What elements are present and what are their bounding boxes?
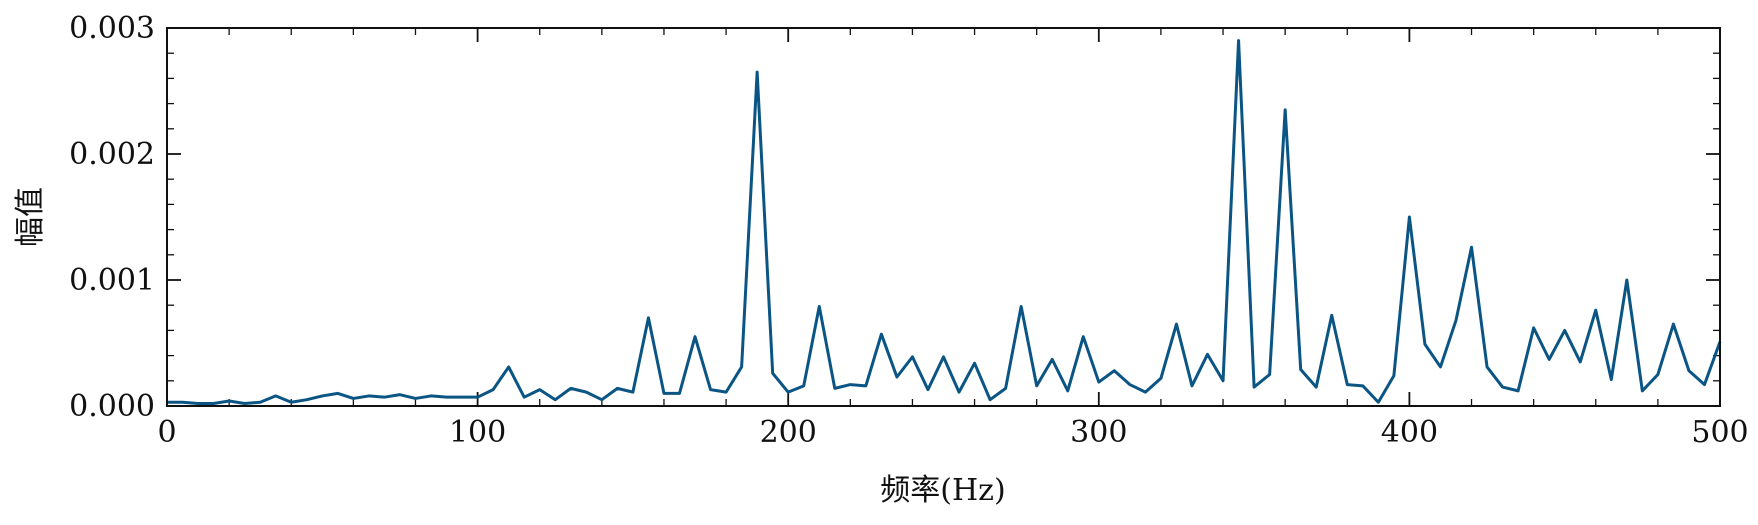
x-tick-label: 0 <box>157 415 176 450</box>
x-tick-label: 300 <box>1070 415 1127 450</box>
x-tick-label: 200 <box>760 415 817 450</box>
y-tick-label: 0.002 <box>69 137 155 172</box>
plot-frame <box>166 27 1721 407</box>
x-axis-label: 频率(Hz) <box>880 473 1005 508</box>
y-tick-label: 0.000 <box>69 389 155 424</box>
labels-layer: 0 100 200 300 400 500 0.000 0.001 0.002 0.003 <box>69 11 1749 450</box>
ticks-layer <box>166 27 1721 407</box>
y-tick-label: 0.001 <box>69 263 155 298</box>
x-tick-label: 100 <box>449 415 506 450</box>
x-tick-label: 400 <box>1381 415 1438 450</box>
x-tick-label: 500 <box>1691 415 1748 450</box>
series-line <box>167 39 1722 405</box>
y-tick-label: 0.003 <box>69 11 155 46</box>
y-axis-label: 幅值 <box>13 187 48 247</box>
